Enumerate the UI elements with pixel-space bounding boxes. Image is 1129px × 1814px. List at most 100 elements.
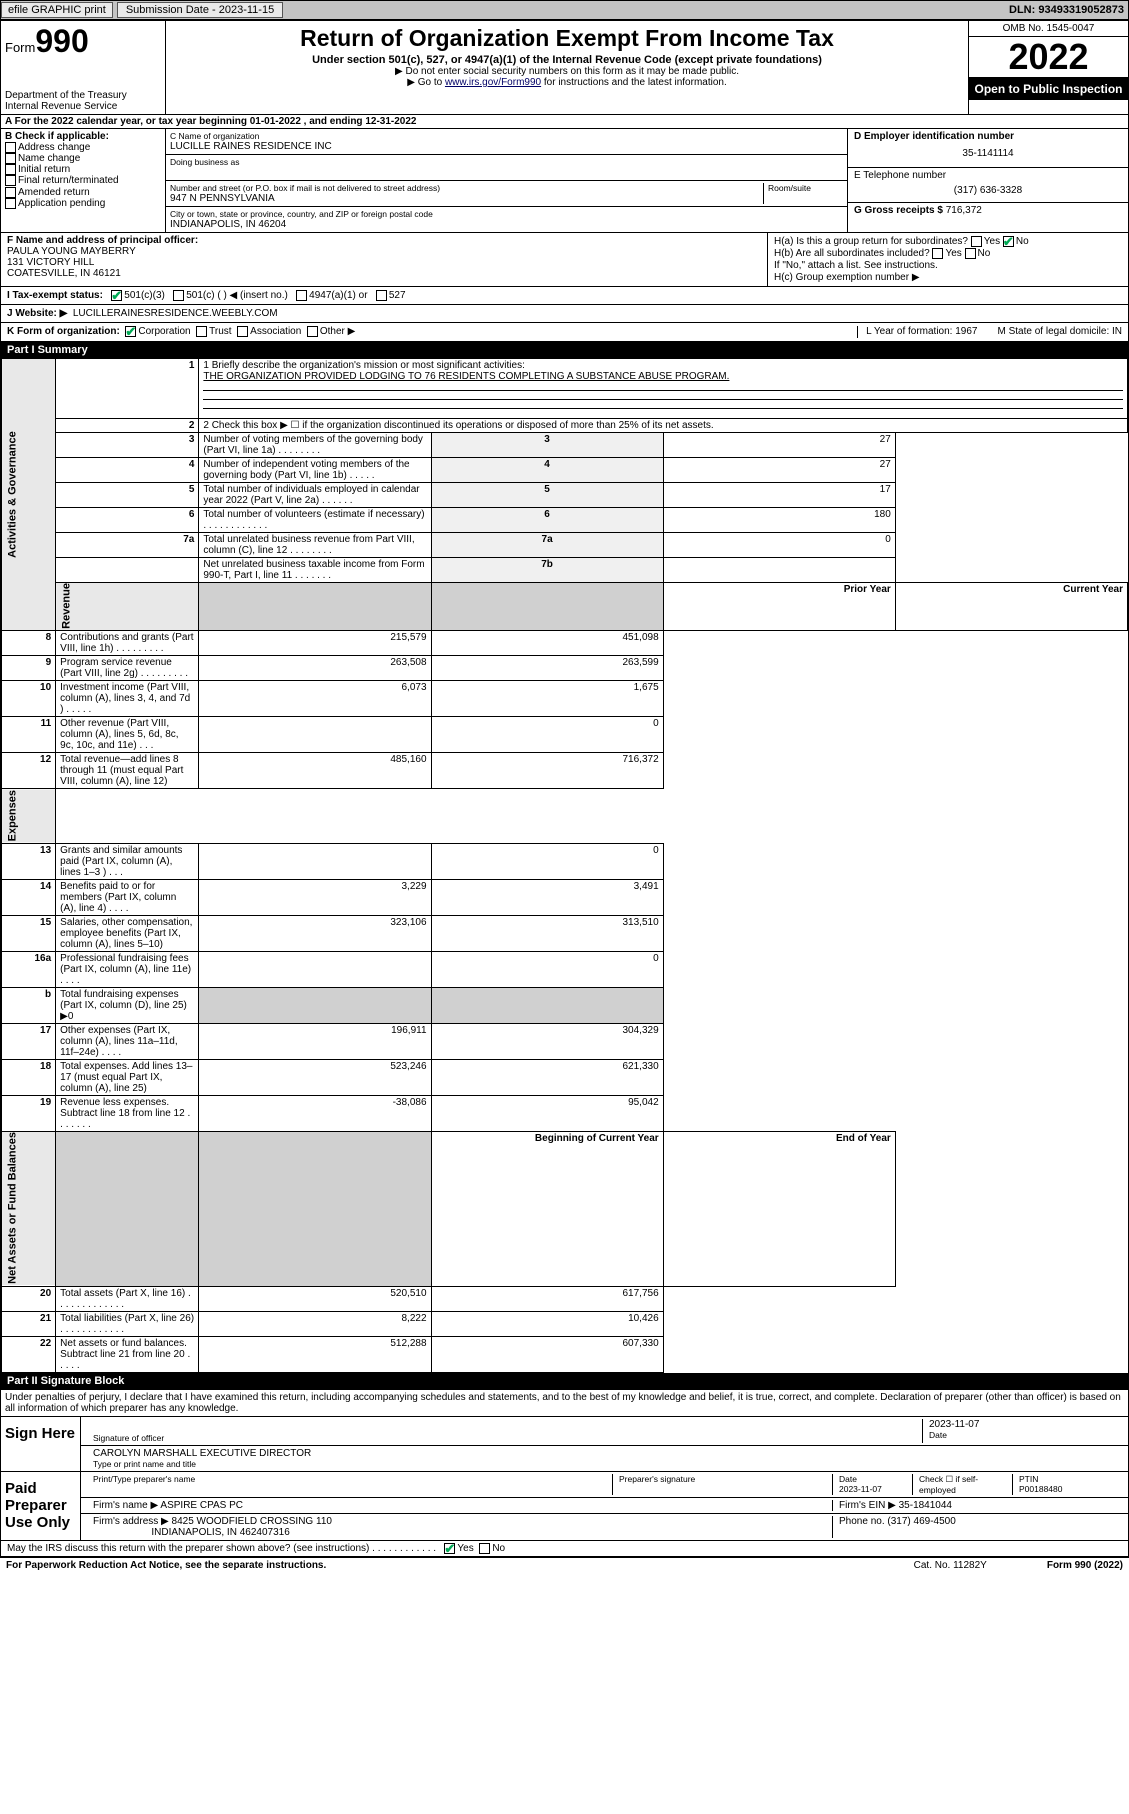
phone-value: (317) 636-3328 (854, 181, 1122, 200)
room-suite-label: Room/suite (763, 183, 843, 204)
table-row: 16aProfessional fundraising fees (Part I… (2, 951, 1128, 987)
firm-addr2: INDIANAPOLIS, IN 462407316 (151, 1527, 289, 1538)
row-a-tax-year: A For the 2022 calendar year, or tax yea… (1, 115, 1128, 129)
submission-date: Submission Date - 2023-11-15 (117, 2, 283, 18)
chk-name-change[interactable]: Name change (5, 153, 161, 164)
firm-phone: (317) 469-4500 (887, 1516, 955, 1527)
officer-name-title: CAROLYN MARSHALL EXECUTIVE DIRECTOR (93, 1448, 1116, 1459)
prep-name-label: Print/Type preparer's name (87, 1474, 612, 1495)
sig-date: 2023-11-07 (929, 1419, 1116, 1430)
opt-trust[interactable]: Trust (209, 327, 231, 338)
sign-here-label: Sign Here (1, 1417, 81, 1471)
goto-post: for instructions and the latest informat… (541, 77, 727, 88)
gov-row: 7aTotal unrelated business revenue from … (2, 532, 1128, 557)
boy-hdr: Beginning of Current Year (431, 1131, 663, 1286)
sig-officer-label: Signature of officer (93, 1433, 916, 1443)
sign-here-row: Sign Here Signature of officer 2023-11-0… (1, 1417, 1128, 1472)
addr-label: Number and street (or P.O. box if mail i… (170, 183, 763, 193)
pra-notice: For Paperwork Reduction Act Notice, see … (6, 1560, 326, 1571)
table-row: 20Total assets (Part X, line 16) . . . .… (2, 1286, 1128, 1311)
org-city: INDIANAPOLIS, IN 46204 (170, 219, 843, 230)
gov-row: 6Total number of volunteers (estimate if… (2, 507, 1128, 532)
form-label: Form (5, 40, 35, 55)
block-bcd: B Check if applicable: Address change Na… (1, 129, 1128, 233)
form-subtitle: Under section 501(c), 527, or 4947(a)(1)… (172, 54, 962, 66)
opt-other[interactable]: Other ▶ (320, 327, 355, 338)
state-domicile: M State of legal domicile: IN (998, 326, 1123, 337)
hb-label: H(b) Are all subordinates included? (774, 248, 930, 259)
irs-link[interactable]: www.irs.gov/Form990 (445, 77, 541, 88)
chk-initial-return[interactable]: Initial return (5, 164, 161, 175)
form-header: Form990 Department of the Treasury Inter… (1, 21, 1128, 115)
ha-answer: No (1016, 236, 1029, 247)
table-row: 14Benefits paid to or for members (Part … (2, 879, 1128, 915)
chk-final-return[interactable]: Final return/terminated (5, 175, 161, 186)
header-right: OMB No. 1545-0047 2022 Open to Public In… (968, 21, 1128, 114)
opt-assoc[interactable]: Association (250, 327, 301, 338)
row-j-website: J Website: ▶ LUCILLERAINESRESIDENCE.WEEB… (1, 305, 1128, 323)
city-label: City or town, state or province, country… (170, 209, 843, 219)
officer-label: F Name and address of principal officer: (7, 235, 761, 246)
signature-block: Under penalties of perjury, I declare th… (1, 1389, 1128, 1557)
header-left: Form990 Department of the Treasury Inter… (1, 21, 166, 114)
top-bar: efile GRAPHIC print Submission Date - 20… (0, 0, 1129, 20)
form-number: 990 (35, 23, 88, 59)
table-row: 17Other expenses (Part IX, column (A), l… (2, 1023, 1128, 1059)
table-row: 12Total revenue—add lines 8 through 11 (… (2, 753, 1128, 789)
chk-address-change[interactable]: Address change (5, 142, 161, 153)
form-990: Form990 Department of the Treasury Inter… (0, 20, 1129, 1558)
dba-label: Doing business as (170, 157, 843, 167)
gov-row: 3Number of voting members of the governi… (2, 432, 1128, 457)
discuss-yes: Yes (457, 1543, 473, 1554)
officer-addr2: COATESVILLE, IN 46121 (7, 268, 761, 279)
opt-501c[interactable]: 501(c) ( ) ◀ (insert no.) (186, 290, 288, 301)
row-i-tax-status: I Tax-exempt status: 501(c)(3) 501(c) ( … (1, 287, 1128, 305)
firm-addr1: 8425 WOODFIELD CROSSING 110 (172, 1516, 332, 1527)
hc-label: H(c) Group exemption number ▶ (774, 272, 1122, 283)
irs-label: Internal Revenue Service (5, 101, 161, 112)
tax-status-label: I Tax-exempt status: (7, 290, 103, 301)
ssn-warning: ▶ Do not enter social security numbers o… (172, 66, 962, 77)
paid-preparer-row: Paid Preparer Use Only Print/Type prepar… (1, 1472, 1128, 1541)
firm-name: ASPIRE CPAS PC (160, 1500, 243, 1511)
col-h-group: H(a) Is this a group return for subordin… (768, 233, 1128, 286)
efile-button[interactable]: efile GRAPHIC print (1, 2, 113, 18)
chk-app-pending[interactable]: Application pending (5, 198, 161, 209)
gov-row: 5Total number of individuals employed in… (2, 482, 1128, 507)
row-k-form-org: K Form of organization: Corporation Trus… (1, 323, 1128, 341)
org-name: LUCILLE RAINES RESIDENCE INC (170, 141, 843, 152)
table-row: 13Grants and similar amounts paid (Part … (2, 843, 1128, 879)
opt-corp[interactable]: Corporation (138, 327, 190, 338)
page-footer: For Paperwork Reduction Act Notice, see … (0, 1558, 1129, 1573)
omb-number: OMB No. 1545-0047 (969, 21, 1128, 37)
side-revenue: Revenue (56, 582, 199, 631)
cat-no: Cat. No. 11282Y (914, 1560, 987, 1571)
self-employed-check[interactable]: Check ☐ if self-employed (912, 1474, 1012, 1495)
table-row: 22Net assets or fund balances. Subtract … (2, 1336, 1128, 1372)
paid-preparer-label: Paid Preparer Use Only (1, 1472, 81, 1540)
website-label: J Website: ▶ (7, 308, 67, 319)
side-expenses: Expenses (2, 789, 56, 843)
line-2: 2 Check this box ▶ ☐ if the organization… (199, 418, 1128, 432)
col-b-checkboxes: B Check if applicable: Address change Na… (1, 129, 166, 232)
gross-label: G Gross receipts $ (854, 205, 946, 216)
opt-501c3[interactable]: 501(c)(3) (124, 290, 165, 301)
part-ii-header: Part II Signature Block (1, 1373, 1128, 1389)
col-b-header: B Check if applicable: (5, 131, 161, 142)
date-label: Date (929, 1430, 1116, 1440)
officer-name: PAULA YOUNG MAYBERRY (7, 246, 761, 257)
form-ref: Form 990 (2022) (1047, 1560, 1123, 1571)
chk-amended[interactable]: Amended return (5, 187, 161, 198)
table-row: bTotal fundraising expenses (Part IX, co… (2, 987, 1128, 1023)
perjury-declaration: Under penalties of perjury, I declare th… (1, 1390, 1128, 1417)
opt-4947[interactable]: 4947(a)(1) or (309, 290, 367, 301)
ha-label: H(a) Is this a group return for subordin… (774, 236, 968, 247)
phone-label: E Telephone number (854, 170, 1122, 181)
dln-label: DLN: 93493319052873 (1009, 4, 1128, 16)
mission-text: THE ORGANIZATION PROVIDED LODGING TO 76 … (203, 371, 1123, 382)
org-name-label: C Name of organization (170, 131, 843, 141)
opt-527[interactable]: 527 (389, 290, 406, 301)
prior-year-hdr: Prior Year (663, 582, 895, 631)
header-mid: Return of Organization Exempt From Incom… (166, 21, 968, 114)
dept-treasury: Department of the Treasury (5, 90, 161, 101)
